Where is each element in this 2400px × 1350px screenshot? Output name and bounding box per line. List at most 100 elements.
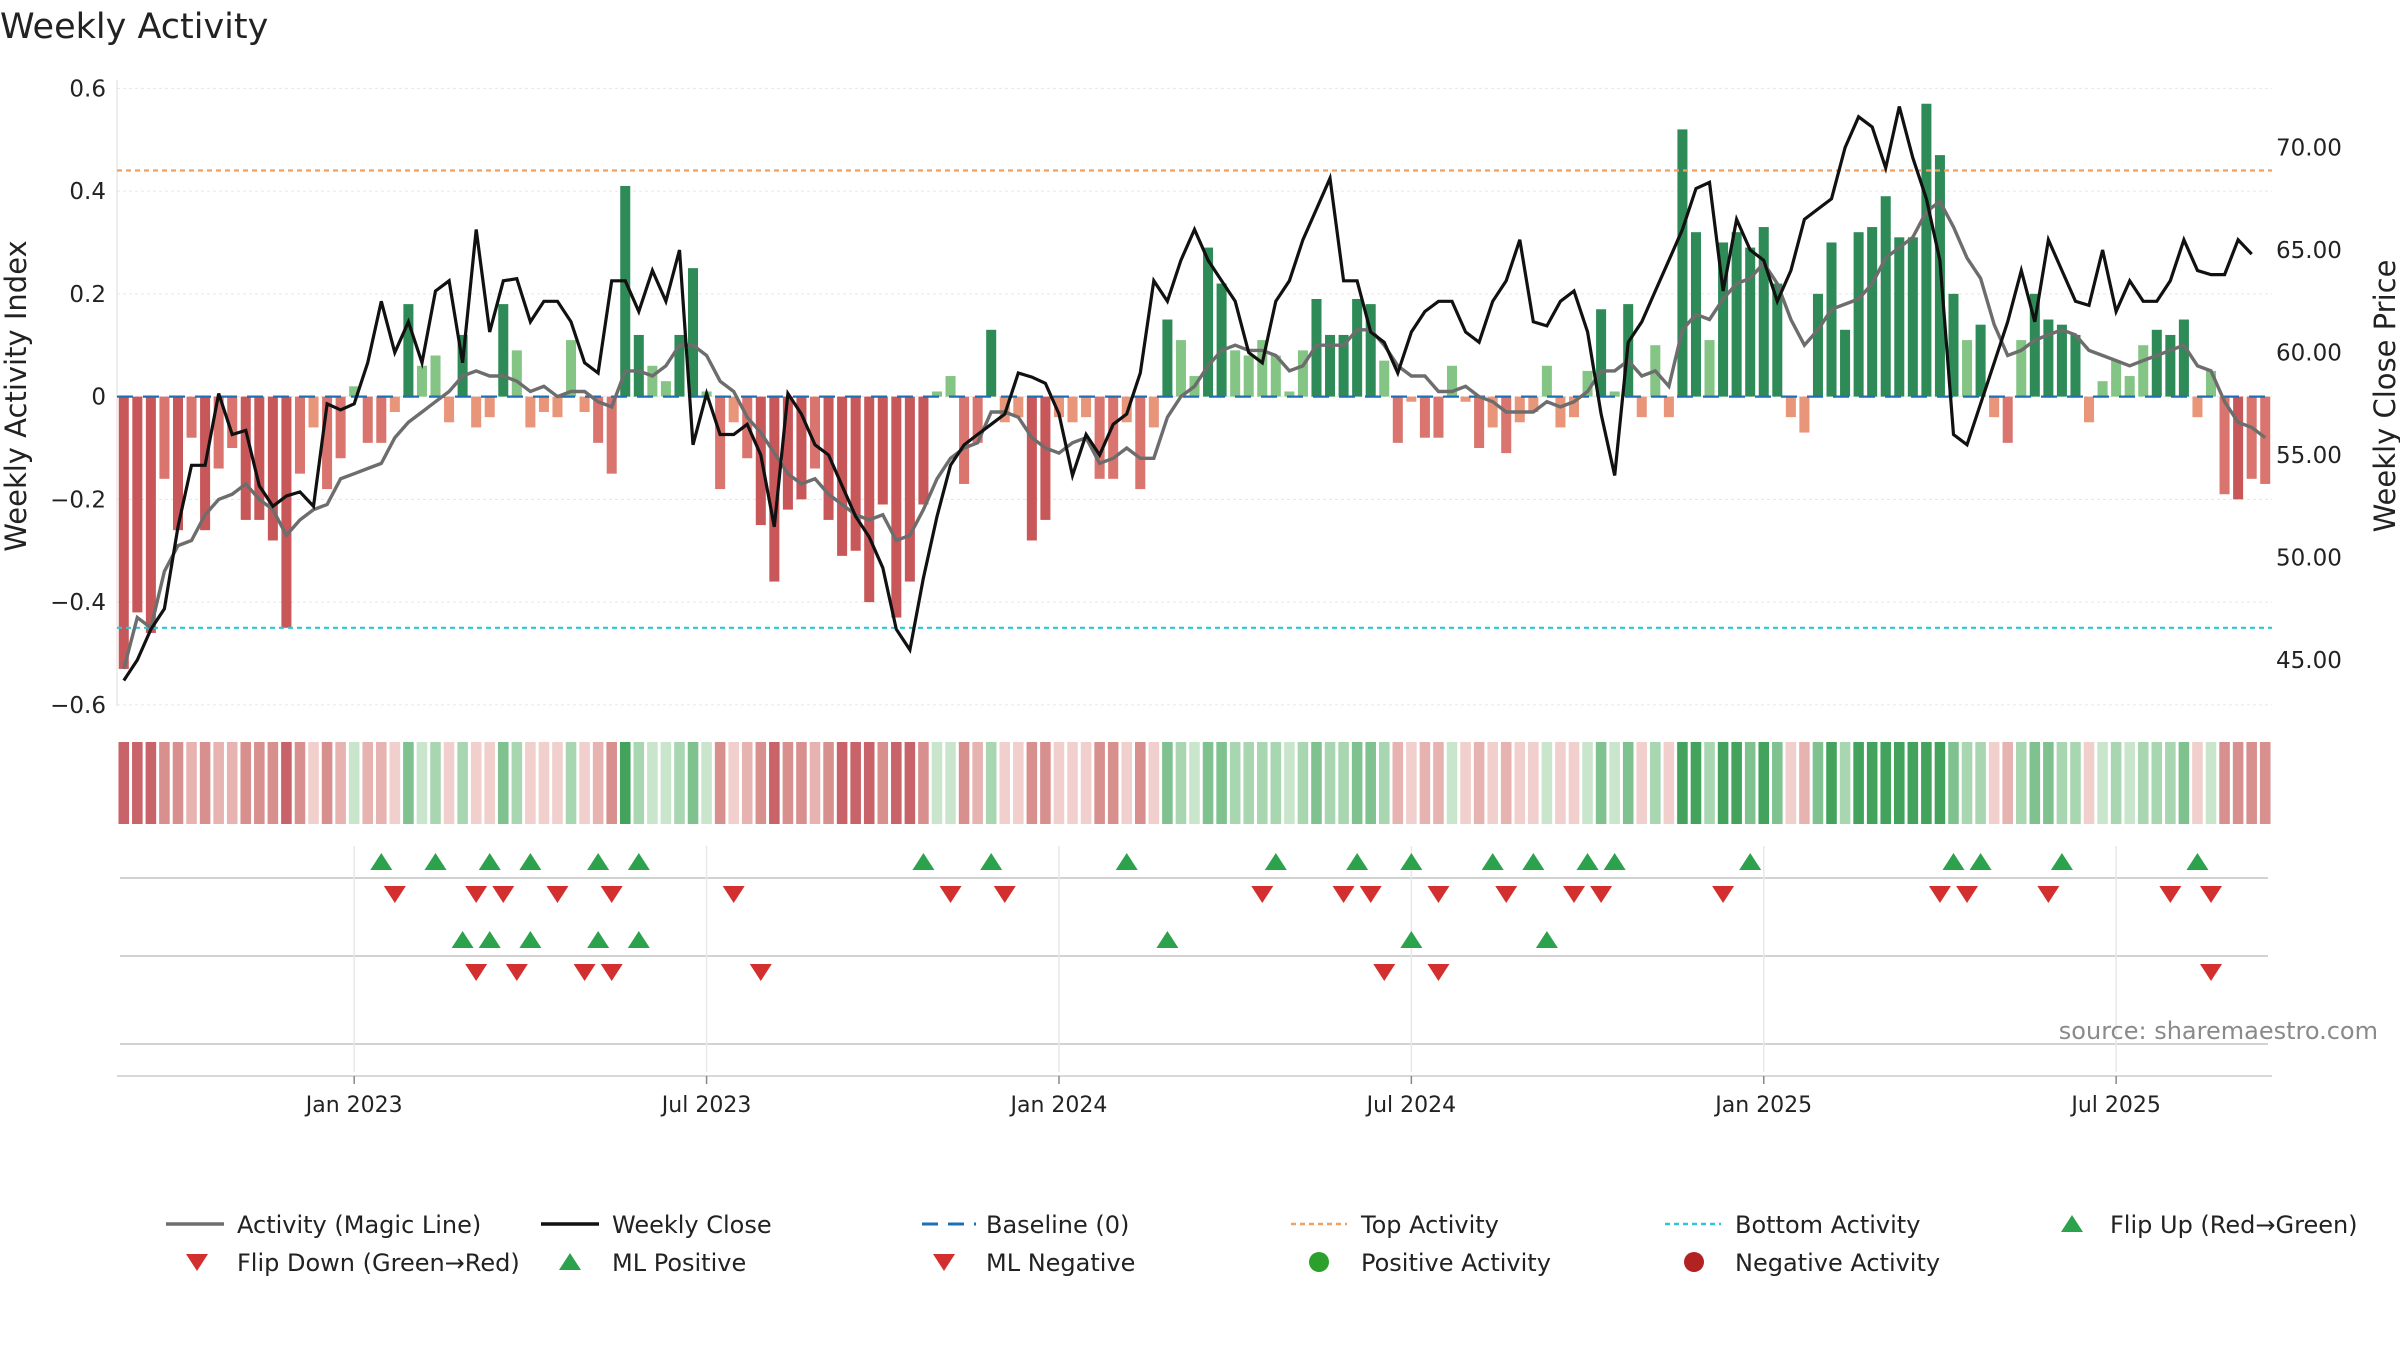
heat-strip-cell <box>511 742 523 824</box>
activity-bar <box>322 396 333 490</box>
y2-tick-label: 55.00 <box>2276 443 2342 469</box>
activity-bar <box>457 334 468 397</box>
activity-bar <box>2260 396 2271 484</box>
activity-bar <box>2165 334 2176 397</box>
heat-strip-cell <box>1636 742 1648 824</box>
activity-bar <box>1975 324 1986 397</box>
signal-up-marker <box>370 853 393 870</box>
activity-bar <box>2029 293 2040 397</box>
heat-strip-cell <box>281 742 292 824</box>
activity-bar <box>1419 396 1430 438</box>
heat-strip-cell <box>416 742 428 824</box>
x-tick-label: Jan 2025 <box>1713 1093 1812 1118</box>
activity-bar <box>1433 396 1444 438</box>
weekly-close-line <box>122 106 2253 682</box>
heat-strip-cell <box>186 742 197 824</box>
legend-label: Flip Down (Green→Red) <box>237 1249 520 1277</box>
activity-bar <box>1921 103 1932 397</box>
legend-label: Bottom Activity <box>1735 1211 1920 1239</box>
heat-strip-cell <box>1514 742 1526 824</box>
activity-bar <box>2097 381 2108 397</box>
heat-strip-cell <box>1460 742 1471 824</box>
activity-bar <box>945 376 956 397</box>
activity-bar <box>227 396 238 448</box>
heat-strip-cell <box>741 742 753 824</box>
activity-bar <box>1406 396 1417 402</box>
activity-bar <box>1325 334 1336 397</box>
heat-strip-cell <box>1080 742 1092 824</box>
activity-bar <box>294 396 305 474</box>
signal-up-marker <box>1576 853 1599 870</box>
y-tick-label: 0.2 <box>69 282 106 308</box>
heat-strip-cell <box>1622 742 1634 824</box>
x-tick-label: Jan 2023 <box>304 1093 403 1118</box>
activity-bar <box>931 391 942 397</box>
heat-strip-cell <box>633 742 645 824</box>
heat-strip-cell <box>1948 742 1959 824</box>
activity-bar <box>1853 232 1864 397</box>
signal-down-marker <box>1928 886 1951 903</box>
activity-bar <box>647 365 658 397</box>
heat-strip-cell <box>606 742 617 824</box>
heat-strip-cell <box>1826 742 1837 824</box>
activity-bar <box>579 396 590 413</box>
signal-up-marker <box>1346 853 1369 870</box>
y-tick-label: 0 <box>91 385 106 411</box>
signal-down-marker <box>383 886 406 903</box>
heat-strip-cell <box>1650 742 1661 824</box>
heat-strip-cell <box>985 742 997 824</box>
legend-swatch-tri-up <box>559 1253 581 1270</box>
activity-bar <box>633 334 644 397</box>
activity-bar <box>1447 365 1458 397</box>
activity-bar <box>362 396 373 443</box>
heat-strip-cell <box>538 742 550 824</box>
activity-bar <box>1528 396 1539 413</box>
heat-strip-cell <box>484 742 496 824</box>
chart-title: Weekly Activity <box>0 7 268 47</box>
heat-strip-cell <box>958 742 970 824</box>
legend-label: ML Negative <box>986 1249 1135 1277</box>
activity-bar <box>620 185 631 397</box>
heat-strip-cell <box>430 742 441 824</box>
heat-strip-cell <box>782 742 794 824</box>
activity-bar <box>1867 227 1878 397</box>
activity-bar <box>1162 319 1173 397</box>
legend-label: Weekly Close <box>612 1211 772 1239</box>
activity-bar <box>172 396 184 531</box>
legend-label: Negative Activity <box>1735 1249 1940 1277</box>
heat-strip-cell <box>619 742 631 824</box>
activity-bar <box>864 396 875 603</box>
activity-bar <box>416 365 427 397</box>
activity-bar <box>593 396 604 443</box>
activity-bar <box>1609 391 1620 397</box>
activity-bar <box>2056 324 2067 397</box>
activity-bar <box>1989 396 2000 418</box>
heat-strip-cell <box>1663 742 1675 824</box>
legend-label: Positive Activity <box>1361 1249 1551 1277</box>
heat-strip-cell <box>321 742 333 824</box>
y-tick-label: −0.6 <box>50 693 106 719</box>
activity-bar <box>403 304 414 397</box>
signal-up-marker <box>587 853 610 870</box>
heat-strip-cell <box>2192 742 2203 824</box>
activity-bar <box>159 396 170 479</box>
heat-strip-cell <box>1988 742 2000 824</box>
legend-label: Activity (Magic Line) <box>237 1211 481 1239</box>
activity-bar <box>1270 355 1281 397</box>
activity-bar <box>1108 396 1119 479</box>
heat-strip-cell <box>1378 742 1390 824</box>
activity-bar <box>349 386 360 397</box>
activity-bar <box>1094 396 1105 479</box>
activity-bar <box>1894 237 1905 397</box>
heat-strip-cell <box>877 742 889 824</box>
heat-strip-cell <box>1785 742 1797 824</box>
heat-strip-cell <box>863 742 875 824</box>
heat-strip-cell <box>2015 742 2027 824</box>
activity-bar <box>1474 396 1485 448</box>
heat-strip-cell <box>1690 742 1702 824</box>
heat-strip-cell <box>945 742 956 824</box>
activity-bar <box>335 396 346 459</box>
heat-strip-cell <box>1839 742 1851 824</box>
heat-strip-cell <box>2070 742 2081 824</box>
signal-down-marker <box>505 964 528 981</box>
